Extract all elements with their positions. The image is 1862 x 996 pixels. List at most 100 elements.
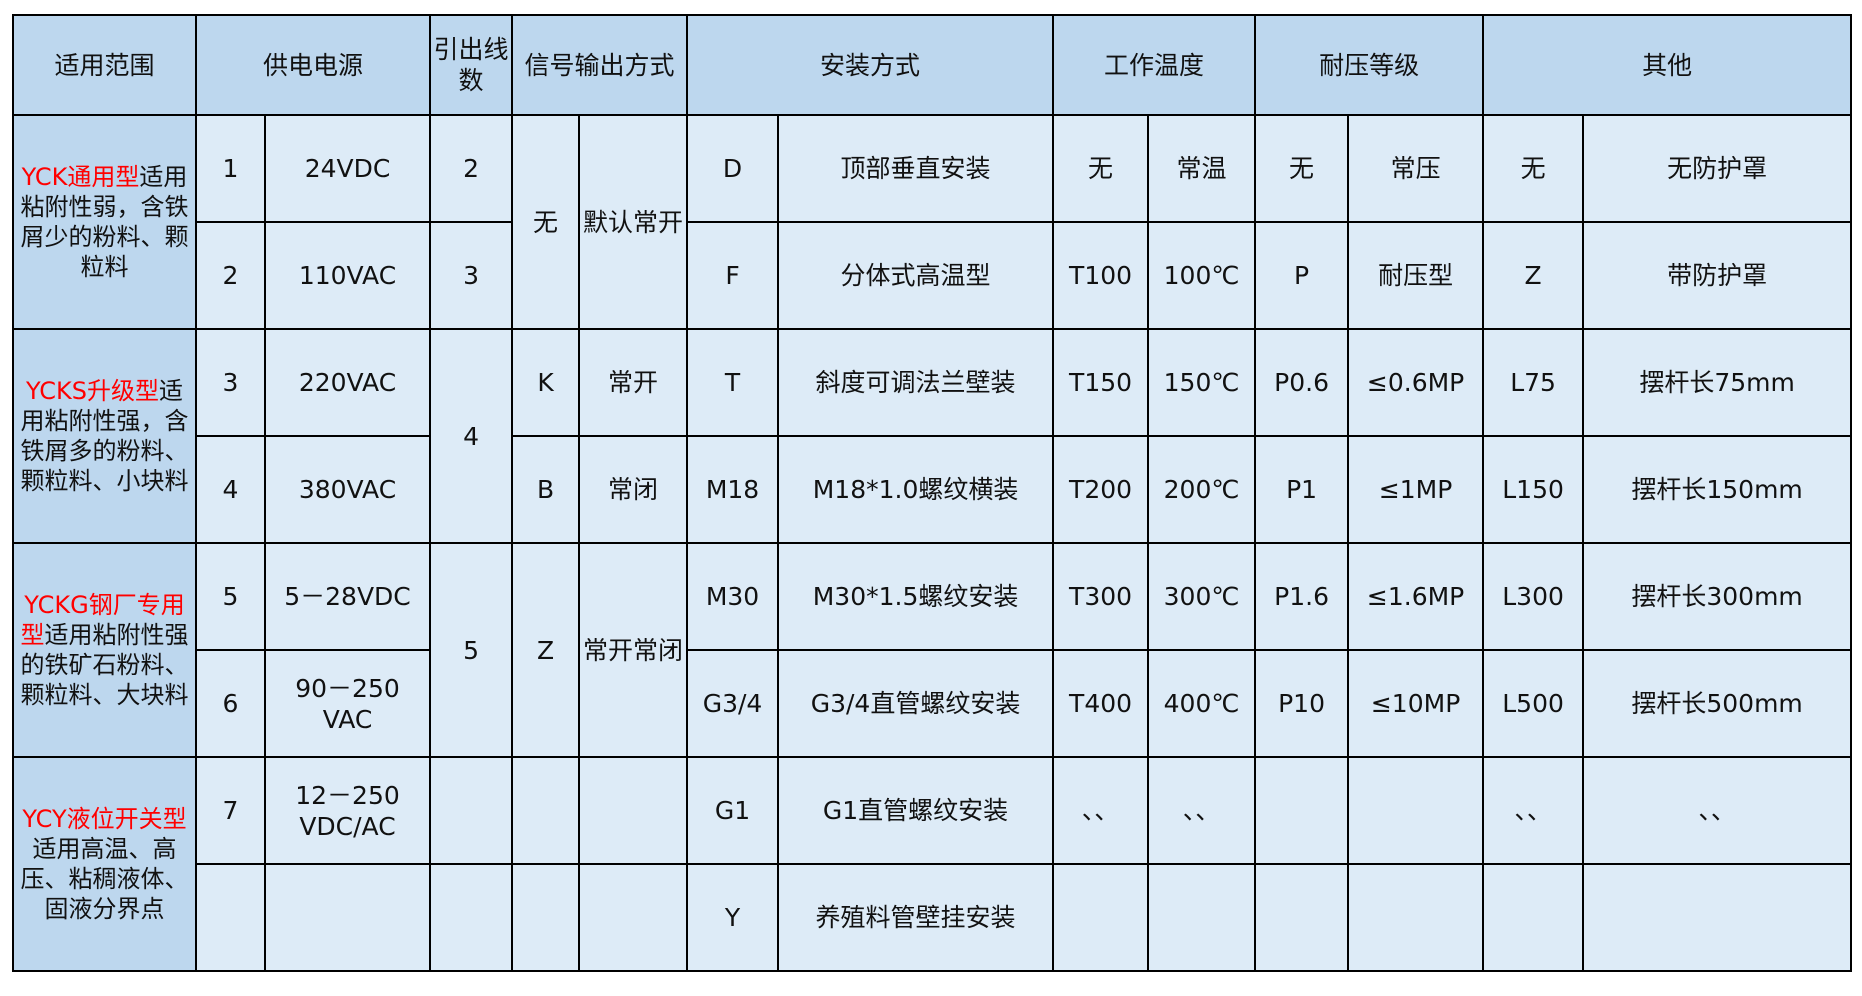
table-cell: 顶部垂直安装 [777, 114, 1055, 223]
table-cell: L75 [1482, 328, 1585, 437]
table-row: YCY液位开关型适用高温、高压、粘稠液体、固液分界点 7 12－250 VDC/AC… [12, 756, 1853, 972]
table-cell: 、、 [1147, 756, 1257, 865]
column-header: 安装方式 [686, 14, 1055, 116]
table-cell: 斜度可调法兰壁装 [777, 328, 1055, 437]
table-cell: F [686, 221, 780, 330]
table-cell [195, 863, 266, 972]
table-cell: 4 [429, 328, 514, 544]
table-cell: 常开 [578, 328, 689, 437]
table-cell: 6 [195, 649, 266, 758]
column-header: 其他 [1482, 14, 1853, 116]
table-cell: M18 [686, 435, 780, 544]
scope-description: 适用粘附性强，含铁屑多的粉料、颗粒料、小块料 [20, 377, 189, 495]
table-cell: 7 [195, 756, 266, 865]
application-scope-cell: YCY液位开关型适用高温、高压、粘稠液体、固液分界点 [12, 756, 197, 972]
scope-description: 适用高温、高压、粘稠液体、固液分界点 [20, 835, 189, 923]
table-cell: 2 [429, 114, 514, 223]
column-header: 工作温度 [1052, 14, 1257, 116]
header-row: 适用范围 供电电源 引出线数 信号输出方式 安装方式 工作温度 耐压等级 其他 [12, 14, 1853, 116]
table-cell: 12－250 VDC/AC [263, 756, 432, 865]
table-cell: 3 [429, 221, 514, 330]
table-cell: 200℃ [1147, 435, 1257, 544]
scope-description: 适用粘附性弱，含铁屑少的粉料、颗粒料 [20, 163, 189, 281]
table-cell: 110VAC [263, 221, 432, 330]
table-cell: 无 [511, 114, 581, 330]
table-cell [511, 756, 581, 865]
model-name: YCK通用型 [21, 163, 140, 191]
table-cell: T150 [1052, 328, 1150, 437]
table-cell: 摆杆长150mm [1582, 435, 1853, 544]
table-cell: 默认常开 [578, 114, 689, 330]
table-cell: Y [686, 863, 780, 972]
table-cell: G1 [686, 756, 780, 865]
table-cell: K [511, 328, 581, 437]
table-cell: 无 [1052, 114, 1150, 223]
application-scope-cell: YCKG钢厂专用型适用粘附性强的铁矿石粉料、颗粒料、大块料 [12, 542, 197, 758]
table-cell: L150 [1482, 435, 1585, 544]
table-cell: ≤10MP [1347, 649, 1485, 758]
table-cell: G3/4 [686, 649, 780, 758]
column-header: 适用范围 [12, 14, 197, 116]
table-cell: 耐压型 [1347, 221, 1485, 330]
table-cell: 24VDC [263, 114, 432, 223]
table-cell: 、、 [1582, 756, 1853, 865]
table-cell [429, 863, 514, 972]
table-cell: 2 [195, 221, 266, 330]
application-scope-cell: YCKS升级型适用粘附性强，含铁屑多的粉料、颗粒料、小块料 [12, 328, 197, 544]
application-scope-cell: YCK通用型适用粘附性弱，含铁屑少的粉料、颗粒料 [12, 114, 197, 330]
table-cell: P [1254, 221, 1350, 330]
column-header: 供电电源 [194, 14, 432, 116]
table-row: YCKS升级型适用粘附性强，含铁屑多的粉料、颗粒料、小块料 3 220VAC 4 K 常开… [12, 328, 1853, 544]
table-cell: Z [1482, 221, 1585, 330]
table-cell: 400℃ [1147, 649, 1257, 758]
column-header: 信号输出方式 [511, 14, 689, 116]
table-cell [1482, 863, 1585, 972]
table-row: Y 养殖料管壁挂安装 [13, 863, 1853, 972]
model-name: YCKG钢厂专用型 [20, 591, 185, 649]
table-cell: 5 [195, 542, 266, 651]
table-cell: L500 [1482, 649, 1585, 758]
table-cell: 100℃ [1147, 221, 1257, 330]
table-cell: T300 [1052, 542, 1150, 651]
model-name: YCY液位开关型 [22, 805, 187, 833]
table-cell: 300℃ [1147, 542, 1257, 651]
table-cell: 常温 [1147, 114, 1257, 223]
table-cell [1052, 863, 1150, 972]
table-cell: 3 [195, 328, 266, 437]
table-cell [429, 756, 514, 865]
table-cell: 、、 [1052, 756, 1150, 865]
table-cell: T200 [1052, 435, 1150, 544]
table-cell: G1直管螺纹安装 [777, 756, 1055, 865]
table-cell: 常闭 [578, 435, 689, 544]
table-cell: ≤1MP [1347, 435, 1485, 544]
table-cell: P0.6 [1254, 328, 1350, 437]
table-cell: P1.6 [1254, 542, 1350, 651]
table-cell: T [686, 328, 780, 437]
table-cell: D [686, 114, 780, 223]
table-cell [1254, 756, 1350, 865]
table-cell [1582, 863, 1853, 972]
table-cell: B [511, 435, 581, 544]
table-cell: 无 [1482, 114, 1585, 223]
table-cell: M30 [686, 542, 780, 651]
column-header: 耐压等级 [1254, 14, 1485, 116]
table-cell: 无 [1254, 114, 1350, 223]
table-cell [1347, 756, 1485, 865]
table-cell: 90－250 VAC [263, 649, 432, 758]
table-cell: 380VAC [263, 435, 432, 544]
table-cell: 摆杆长300mm [1582, 542, 1853, 651]
table-cell: 摆杆长75mm [1582, 328, 1853, 437]
table-cell: T400 [1052, 649, 1150, 758]
table-cell: ≤0.6MP [1347, 328, 1485, 437]
table-cell: 、、 [1482, 756, 1585, 865]
table-cell: 无防护罩 [1582, 114, 1853, 223]
table-cell [1254, 863, 1350, 972]
column-header: 引出线数 [429, 14, 514, 116]
table-cell: 150℃ [1147, 328, 1257, 437]
table-cell: 带防护罩 [1582, 221, 1853, 330]
table-cell: T100 [1052, 221, 1150, 330]
table-body: YCK通用型适用粘附性弱，含铁屑少的粉料、颗粒料 1 24VDC 2 无默认常开 D 顶部垂… [12, 114, 1853, 972]
product-selection-table: 适用范围 供电电源 引出线数 信号输出方式 安装方式 工作温度 耐压等级 其他 YCK通用型适… [12, 14, 1853, 972]
table-cell: ≤1.6MP [1347, 542, 1485, 651]
table-cell: M18*1.0螺纹横装 [777, 435, 1055, 544]
